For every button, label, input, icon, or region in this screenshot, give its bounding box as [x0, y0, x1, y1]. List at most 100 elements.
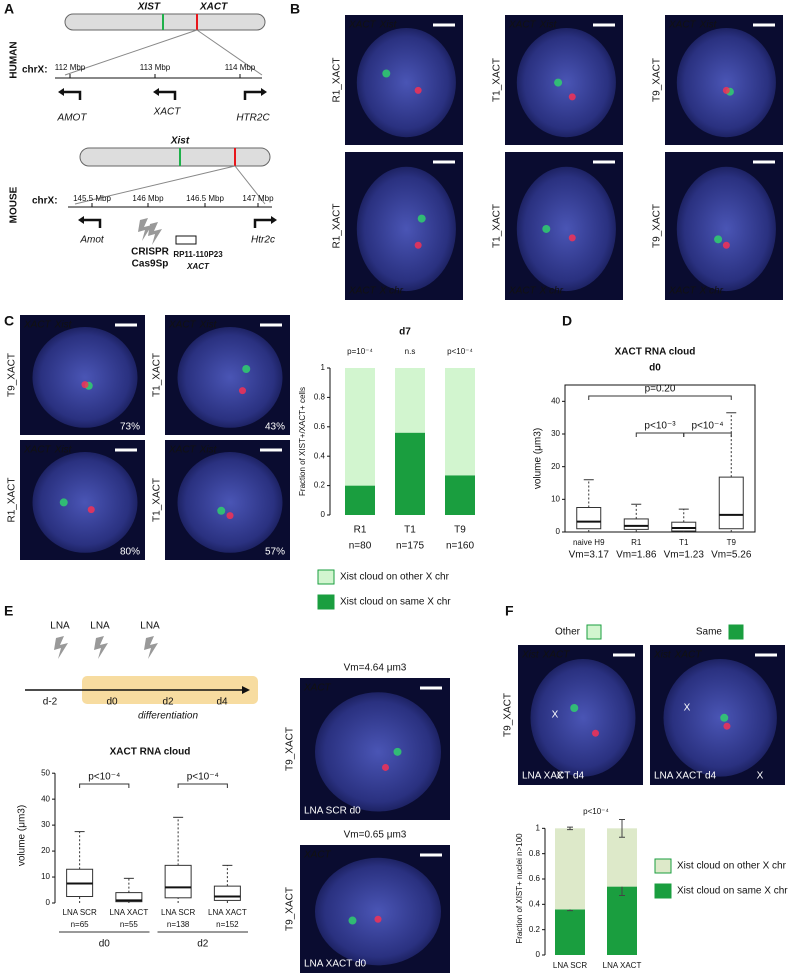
y-tick-label: 0.8 — [314, 393, 326, 402]
signal-spot — [393, 747, 402, 756]
comparison-bracket — [79, 783, 130, 788]
comparison-bracket — [588, 395, 732, 400]
gene-label: Amot — [79, 235, 105, 246]
zoom-line — [64, 29, 198, 76]
p-value: p<10⁻⁴ — [447, 347, 473, 356]
lna-label: LNA — [140, 621, 160, 632]
y-tick-label: 0.2 — [529, 925, 541, 934]
error-bar — [567, 826, 573, 831]
signal-spot — [382, 763, 389, 771]
sample-label: T1_XACT — [492, 58, 503, 102]
probe-label: XACT — [674, 650, 703, 661]
coordinate-label: 146.5 Mbp — [186, 194, 224, 203]
panel-label: C — [4, 313, 14, 329]
p-value: p<10⁻⁴ — [691, 421, 723, 432]
y-tick-label: 30 — [41, 820, 50, 829]
signal-spot — [568, 93, 576, 101]
legend-swatch — [317, 569, 335, 585]
chart-title: d7 — [399, 327, 411, 338]
signal-spot — [87, 506, 95, 514]
y-axis-label: Fraction of XIST+/XACT+ cells — [298, 387, 307, 496]
nucleus — [516, 28, 616, 138]
probe-label: Xist — [539, 20, 558, 31]
bar-segment — [607, 828, 637, 887]
sample-label: T9_XACT — [7, 353, 18, 397]
locus-label: XACT — [199, 2, 228, 13]
x-marker: X — [557, 771, 564, 782]
p-value: p=0.20 — [645, 384, 676, 395]
nucleus — [663, 659, 777, 777]
x-tick-label: LNA SCR — [553, 961, 587, 970]
sample-label: T1_XACT — [152, 478, 163, 522]
legend-swatch — [317, 594, 335, 610]
locus-label: XIST — [137, 2, 161, 13]
signal-spot — [226, 512, 234, 520]
bar-segment — [395, 432, 425, 515]
y-tick-label: 30 — [551, 429, 560, 438]
gene-arrowhead — [271, 216, 277, 224]
panel-label: A — [4, 1, 14, 17]
sample-label: T9_XACT — [652, 204, 663, 248]
legend-label: Xist cloud on same X chr — [677, 886, 788, 897]
day-label: d-2 — [43, 697, 58, 708]
chart-title: XACT RNA cloud — [615, 347, 696, 358]
gene-label: Htr2c — [251, 235, 275, 246]
y-tick-label: 50 — [41, 768, 50, 777]
condition-label: LNA SCR d0 — [304, 806, 361, 817]
y-tick-label: 0.4 — [529, 899, 541, 908]
p-value: n.s — [405, 347, 416, 356]
signal-spot — [242, 365, 251, 373]
box — [576, 507, 602, 530]
x-tick-label: LNA XACT — [603, 961, 642, 970]
probe-label: XACT — [542, 650, 571, 661]
signal-spot — [81, 381, 89, 389]
signal-spot — [348, 916, 357, 925]
probe-label: XACT — [23, 320, 52, 331]
y-tick-label: 20 — [551, 462, 560, 471]
crispr-label: Cas9Sp — [132, 259, 169, 270]
percent-label: 80% — [120, 547, 140, 558]
x-marker: X — [552, 710, 559, 721]
locus-label: Xist — [170, 136, 190, 147]
box — [115, 892, 143, 903]
bar-segment — [395, 368, 425, 433]
probe-label: XACT — [508, 20, 537, 31]
probe-label: X chr — [379, 286, 404, 297]
box — [213, 885, 241, 901]
probe-label: Xist — [54, 445, 73, 456]
x-tick-label: T1 — [679, 538, 689, 547]
coordinate-label: 113 Mbp — [140, 63, 171, 72]
nucleus — [356, 28, 456, 138]
y-tick-label: 40 — [551, 396, 560, 405]
signal-spot — [714, 235, 723, 244]
lightning — [144, 636, 158, 659]
panel-label: E — [4, 603, 13, 619]
probe-label: X chr — [539, 286, 564, 297]
error-bar — [619, 818, 625, 838]
chr-label: chrX: — [32, 196, 58, 207]
signal-spot — [722, 241, 730, 249]
condition-label: LNA XACT d0 — [304, 959, 367, 970]
probe-label: Xist — [199, 445, 218, 456]
percent-label: 57% — [265, 547, 285, 558]
nucleus — [315, 692, 441, 812]
plot-frame — [564, 384, 756, 533]
sample-label: T1_XACT — [152, 353, 163, 397]
count-label: n=175 — [396, 541, 425, 552]
panel-label: B — [290, 1, 300, 17]
coordinate-label: 114 Mbp — [225, 63, 256, 72]
y-tick-label: 0 — [536, 950, 541, 959]
crispr-label: CRISPR — [131, 247, 170, 258]
signal-spot — [568, 234, 576, 242]
chromosome — [64, 13, 266, 31]
y-tick-label: 10 — [551, 494, 560, 503]
y-tick-label: 0.2 — [314, 481, 326, 490]
coordinate-label: 145.5 Mbp — [73, 194, 111, 203]
legend-label: Xist cloud on same X chr — [340, 597, 451, 608]
sample-label: T1_XACT — [492, 204, 503, 248]
y-axis-label: Fraction of XIST+ nuclei n>100 — [515, 833, 524, 944]
y-axis-label: volume (μm3) — [17, 805, 28, 866]
gene-label: AMOT — [57, 113, 88, 124]
probe-label: XACT — [668, 20, 697, 31]
percent-label: 43% — [265, 422, 285, 433]
